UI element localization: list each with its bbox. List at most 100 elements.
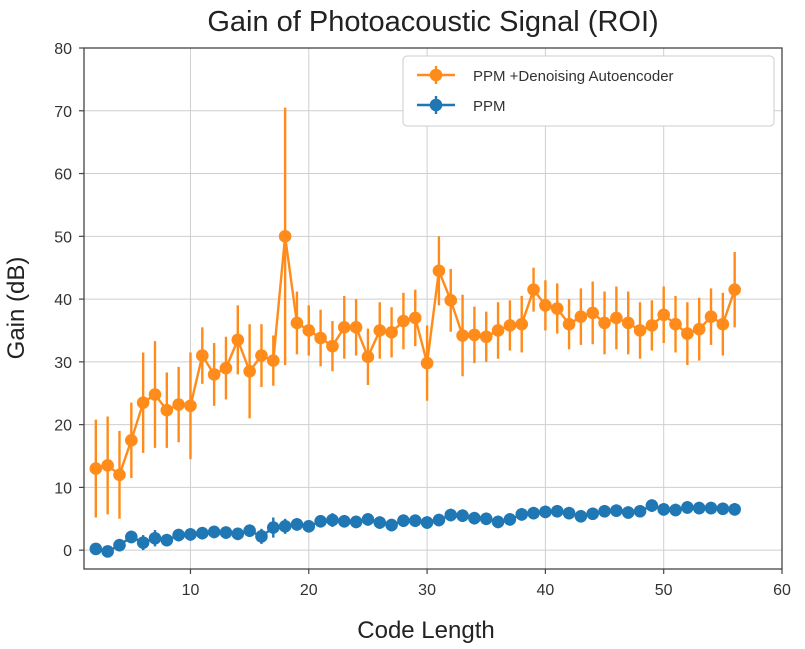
data-point: [716, 502, 730, 516]
data-point: [196, 349, 209, 362]
data-point: [314, 514, 327, 528]
data-point: [314, 331, 327, 345]
data-point: [491, 324, 505, 337]
data-point: [243, 524, 256, 538]
data-point: [207, 368, 221, 381]
data-point: [290, 518, 304, 531]
data-point: [385, 326, 398, 339]
data-point: [172, 398, 185, 411]
data-point: [231, 333, 245, 347]
data-point: [373, 516, 387, 529]
legend-marker: [429, 68, 443, 82]
data-point: [361, 350, 375, 364]
series-1: [89, 499, 741, 558]
data-point: [302, 520, 316, 533]
data-point: [586, 507, 600, 521]
data-point: [349, 321, 363, 334]
data-point: [349, 515, 363, 529]
data-point: [420, 356, 434, 370]
data-point: [196, 526, 209, 540]
data-point: [598, 504, 611, 518]
data-point: [113, 468, 126, 482]
data-point: [125, 434, 138, 447]
data-point: [645, 499, 659, 512]
x-axis-label: Code Length: [357, 617, 494, 644]
axes: 10 20 30 40 50 60 0 10 20 30 40 50 60 70 80: [54, 41, 791, 599]
data-point: [125, 530, 138, 544]
data-point: [184, 528, 197, 541]
data-point: [397, 514, 410, 527]
data-point: [468, 511, 481, 525]
x-tick-label: 60: [773, 582, 791, 599]
data-point: [491, 515, 505, 529]
y-tick-label: 80: [54, 41, 72, 58]
data-point: [539, 505, 552, 519]
data-point: [669, 503, 682, 517]
data-point: [278, 230, 292, 243]
data-point: [621, 506, 635, 519]
data-point: [704, 501, 718, 515]
data-point: [515, 317, 529, 331]
data-point: [574, 509, 588, 523]
data-point: [432, 513, 446, 527]
data-point: [681, 327, 694, 340]
data-point: [408, 311, 422, 325]
data-point: [290, 316, 304, 330]
data-point: [562, 506, 576, 520]
data-point: [207, 525, 221, 539]
data-point: [385, 518, 398, 532]
legend-label: PPM: [473, 98, 506, 115]
data-point: [172, 528, 185, 542]
series-layer: [89, 107, 741, 558]
data-point: [89, 462, 103, 475]
data-point: [645, 319, 659, 332]
data-point: [243, 364, 256, 378]
data-point: [278, 520, 292, 533]
y-tick-label: 70: [54, 104, 72, 121]
legend-marker: [429, 98, 443, 112]
x-tick-label: 50: [655, 582, 673, 599]
data-point: [337, 321, 351, 334]
data-point: [692, 501, 706, 515]
data-point: [255, 349, 268, 362]
data-point: [231, 527, 245, 541]
data-point: [432, 264, 446, 278]
x-tick-label: 30: [418, 582, 436, 599]
data-point: [136, 396, 150, 409]
y-axis-label: Gain (dB): [3, 257, 30, 360]
legend: PPM +Denoising Autoencoder PPM: [402, 55, 775, 127]
data-point: [337, 514, 351, 528]
data-point: [219, 361, 233, 375]
data-point: [326, 339, 339, 353]
data-point: [160, 403, 174, 417]
data-point: [574, 310, 588, 323]
data-point: [586, 306, 600, 320]
data-point: [716, 317, 730, 331]
data-point: [326, 513, 339, 527]
data-point: [101, 459, 114, 472]
data-point: [101, 545, 114, 558]
x-tick-label: 20: [300, 582, 318, 599]
data-point: [266, 521, 280, 534]
data-point: [527, 283, 540, 296]
data-point: [302, 324, 316, 337]
data-point: [184, 399, 197, 413]
y-tick-label: 40: [54, 292, 72, 309]
data-point: [160, 533, 174, 547]
data-point: [397, 314, 410, 328]
data-point: [692, 322, 706, 336]
y-tick-label: 50: [54, 229, 72, 246]
data-point: [633, 504, 647, 518]
data-point: [657, 503, 670, 516]
data-point: [361, 513, 375, 526]
data-point: [420, 516, 434, 529]
data-point: [598, 316, 611, 330]
data-point: [136, 536, 150, 549]
data-point: [681, 501, 694, 514]
data-point: [515, 508, 529, 521]
data-point: [621, 316, 635, 330]
data-point: [479, 512, 493, 526]
chart-title: Gain of Photoacoustic Signal (ROI): [207, 6, 658, 38]
data-point: [266, 354, 280, 367]
y-tick-label: 0: [63, 543, 72, 560]
